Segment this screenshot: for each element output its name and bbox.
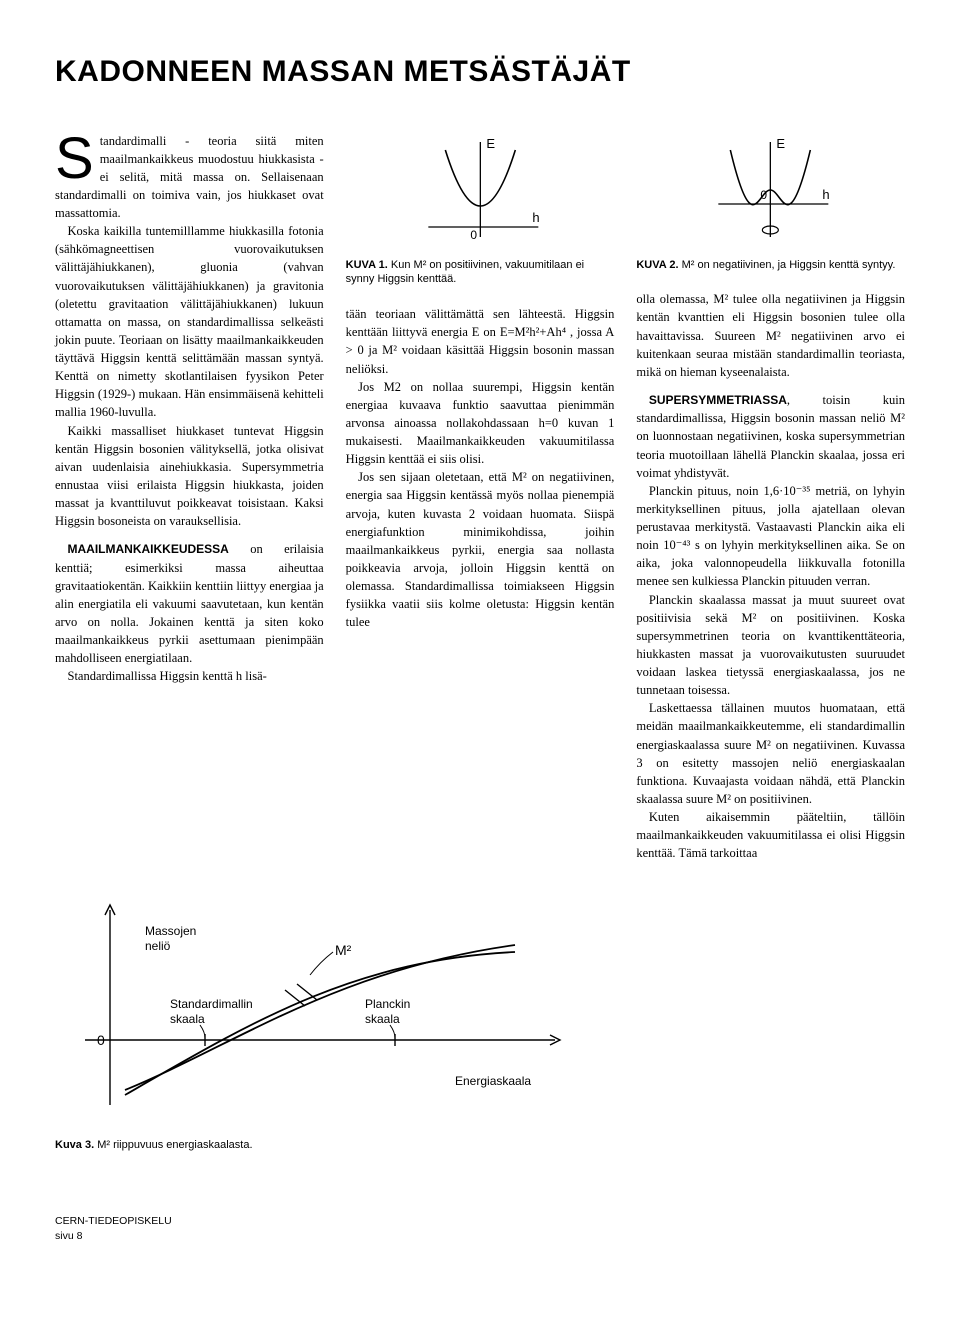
page-title: KADONNEEN MASSAN METSÄSTÄJÄT xyxy=(55,50,905,94)
footer-line1: CERN-TIEDEOPISKELU xyxy=(55,1214,905,1229)
col3-p6: Kuten aikaisemmin pääteltiin, tällöin ma… xyxy=(636,808,905,862)
svg-text:neliö: neliö xyxy=(145,939,171,953)
para-2: Koska kaikilla tuntemilllamme hiukkasill… xyxy=(55,222,324,421)
figure-3-svg: 0 Massojen neliö Standardimallin skaala … xyxy=(55,890,575,1130)
para-5: Standardimallissa Higgsin kenttä h lisä- xyxy=(55,667,324,685)
svg-text:Energiaskaala: Energiaskaala xyxy=(455,1074,531,1088)
figure-row-top-right: E h 0 KUVA 2. M² on negatiivinen, ja Hig… xyxy=(636,132,905,273)
column-3: E h 0 KUVA 2. M² on negatiivinen, ja Hig… xyxy=(636,132,905,863)
svg-text:E: E xyxy=(486,136,495,151)
col3-p2: SUPERSYMMETRIASSA, toisin kuin standardi… xyxy=(636,391,905,482)
fig2-lead: KUVA 2. xyxy=(636,259,678,271)
col3-p1: olla olemassa, M² tulee olla negatiivine… xyxy=(636,290,905,381)
figure-2-svg: E h 0 xyxy=(636,132,905,252)
col3-p3: Planckin pituus, noin 1,6·10⁻³⁵ metriä, … xyxy=(636,482,905,591)
figure-2-caption: KUVA 2. M² on negatiivinen, ja Higgsin k… xyxy=(636,258,905,273)
svg-text:E: E xyxy=(777,136,786,151)
para-4: MAAILMANKAIKKEUDESSA on erilaisia kentti… xyxy=(55,540,324,667)
svg-text:0: 0 xyxy=(97,1032,105,1048)
dropcap: S xyxy=(55,134,94,183)
page-footer: CERN-TIEDEOPISKELU sivu 8 xyxy=(55,1214,905,1243)
svg-text:Massojen: Massojen xyxy=(145,924,196,938)
runin-super: SUPERSYMMETRIASSA xyxy=(649,393,787,407)
svg-text:Standardimallin: Standardimallin xyxy=(170,997,253,1011)
figure-3: 0 Massojen neliö Standardimallin skaala … xyxy=(55,890,575,1154)
figure-2: E h 0 KUVA 2. M² on negatiivinen, ja Hig… xyxy=(636,132,905,273)
para-1-text: tandardimalli - teoria siitä miten maail… xyxy=(55,134,324,221)
para-1: S tandardimalli - teoria siitä miten maa… xyxy=(55,132,324,223)
figure-3-caption: Kuva 3. M² riippuvuus energiaskaalasta. xyxy=(55,1138,575,1154)
col2-p1: tään teoriaan välittämättä sen lähteestä… xyxy=(346,305,615,378)
figure-row-top: E h 0 KUVA 1. Kun M² on positiivinen, va… xyxy=(346,132,615,288)
para-4-text: on erilaisia kenttiä; esimerkiksi massa … xyxy=(55,542,324,665)
col2-p3: Jos sen sijaan oletetaan, että M² on neg… xyxy=(346,468,615,631)
figure-1-svg: E h 0 xyxy=(346,132,615,252)
text-columns: S tandardimalli - teoria siitä miten maa… xyxy=(55,132,905,863)
svg-text:skaala: skaala xyxy=(170,1012,205,1026)
fig2-text: M² on negatiivinen, ja Higgsin kenttä sy… xyxy=(679,259,896,271)
svg-text:skaala: skaala xyxy=(365,1012,400,1026)
svg-text:M²: M² xyxy=(335,942,352,958)
figure-1: E h 0 KUVA 1. Kun M² on positiivinen, va… xyxy=(346,132,615,288)
svg-text:h: h xyxy=(532,210,539,225)
svg-text:0: 0 xyxy=(470,228,477,242)
para-3: Kaikki massalliset hiukkaset tuntevat Hi… xyxy=(55,422,324,531)
footer-line2: sivu 8 xyxy=(55,1229,905,1244)
svg-text:Planckin: Planckin xyxy=(365,997,410,1011)
fig3-lead: Kuva 3. xyxy=(55,1139,94,1151)
svg-text:h: h xyxy=(823,187,830,202)
runin-maailman: MAAILMANKAIKKEUDESSA xyxy=(68,542,229,556)
col3-p5: Laskettaessa tällainen muutos huomataan,… xyxy=(636,699,905,808)
col3-p4: Planckin skaalassa massat ja muut suuree… xyxy=(636,591,905,700)
column-2: E h 0 KUVA 1. Kun M² on positiivinen, va… xyxy=(346,132,615,863)
svg-text:0: 0 xyxy=(761,188,768,202)
fig3-text: M² riippuvuus energiaskaalasta. xyxy=(94,1139,252,1151)
fig1-lead: KUVA 1. xyxy=(346,259,388,271)
figure-1-caption: KUVA 1. Kun M² on positiivinen, vakuumit… xyxy=(346,258,615,288)
column-1: S tandardimalli - teoria siitä miten maa… xyxy=(55,132,324,863)
col2-p2: Jos M2 on nollaa suurempi, Higgsin kentä… xyxy=(346,378,615,469)
